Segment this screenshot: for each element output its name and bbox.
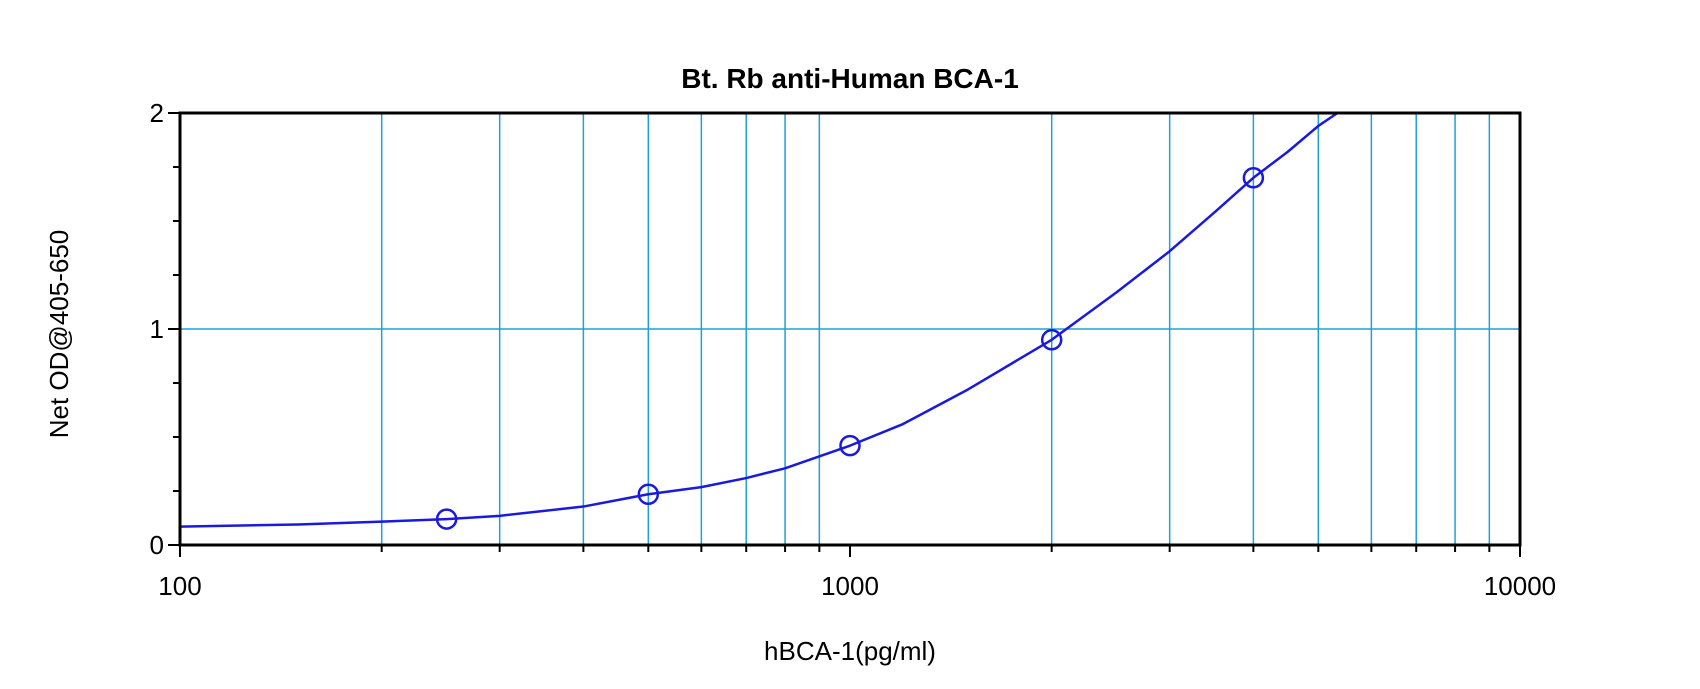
data-point <box>435 508 458 530</box>
y-tick-label: 1 <box>150 314 164 344</box>
fit-curve-line <box>179 111 1339 528</box>
chart-title: Bt. Rb anti-Human BCA-1 <box>681 63 1019 94</box>
data-point <box>1040 329 1063 351</box>
y-tick-label: 0 <box>150 530 164 560</box>
tick-layer: 100 1000 10000 0 1 2 <box>150 98 1557 601</box>
y-axis-label: Net OD@405-650 <box>44 230 74 439</box>
x-tick-label: 1000 <box>821 571 879 601</box>
grid-layer <box>180 113 1520 545</box>
data-point <box>1242 167 1265 189</box>
y-tick-label: 2 <box>150 98 164 128</box>
data-point <box>637 483 660 505</box>
x-tick-label: 100 <box>158 571 201 601</box>
data-point <box>839 434 861 457</box>
x-axis-label: hBCA-1(pg/ml) <box>764 636 936 666</box>
x-tick-label: 10000 <box>1484 571 1556 601</box>
curve-layer <box>179 111 1339 528</box>
point-layer <box>435 167 1265 530</box>
label-layer: Bt. Rb anti-Human BCA-1 hBCA-1(pg/ml) Ne… <box>44 63 1019 666</box>
